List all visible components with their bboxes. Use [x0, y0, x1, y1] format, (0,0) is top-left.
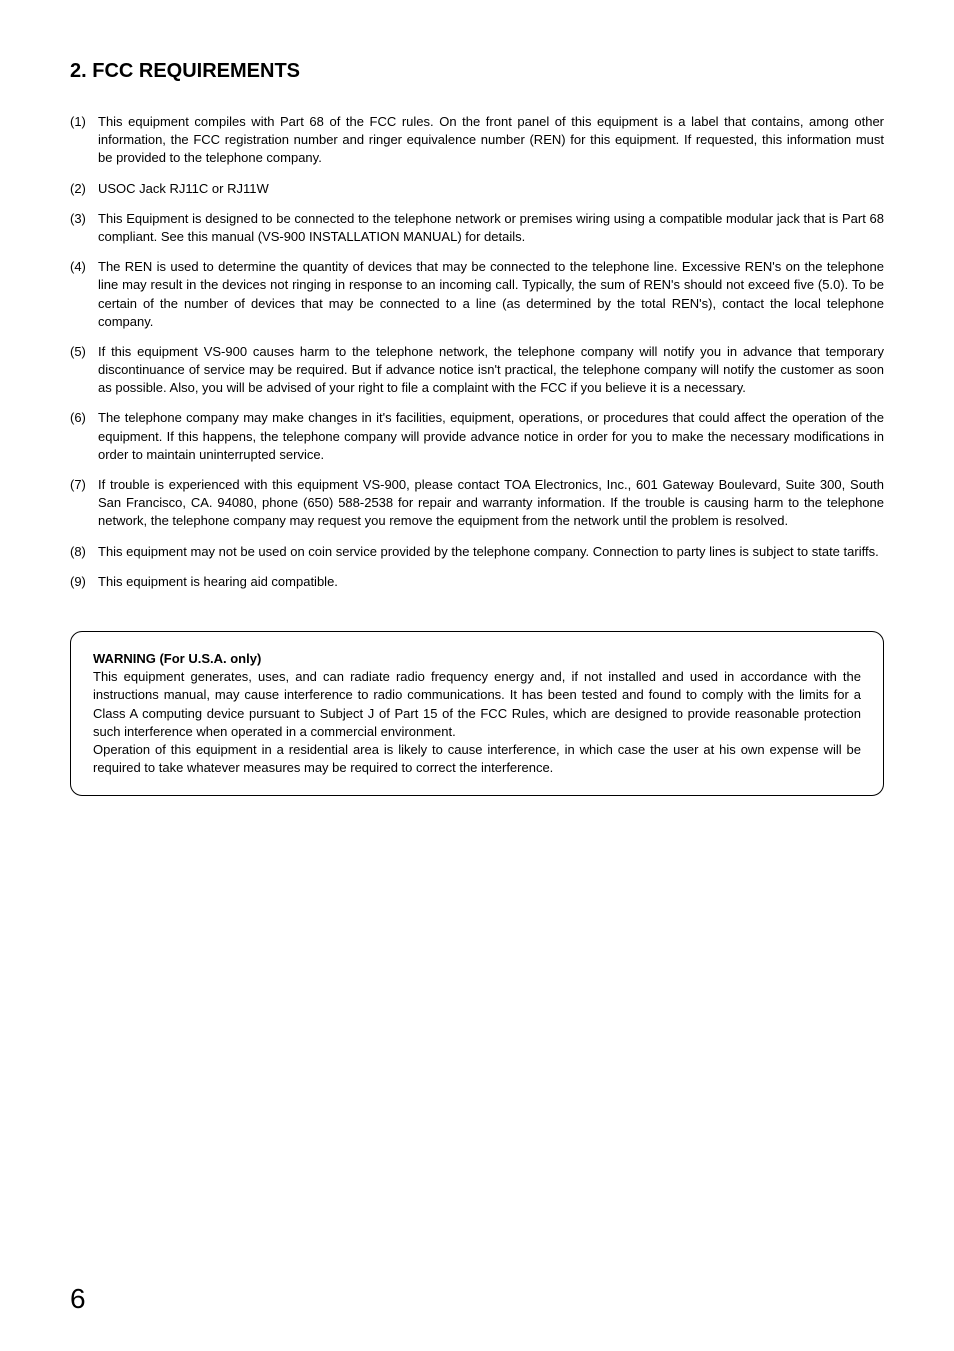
list-item: (6) The telephone company may make chang…	[70, 409, 884, 464]
item-number: (7)	[70, 476, 98, 531]
warning-paragraph-2: Operation of this equipment in a residen…	[93, 742, 861, 775]
item-text: If this equipment VS-900 causes harm to …	[98, 343, 884, 398]
item-number: (8)	[70, 543, 98, 561]
warning-paragraph-1: This equipment generates, uses, and can …	[93, 669, 861, 739]
item-number: (2)	[70, 180, 98, 198]
list-item: (8) This equipment may not be used on co…	[70, 543, 884, 561]
list-item: (3) This Equipment is designed to be con…	[70, 210, 884, 246]
page-number: 6	[70, 1283, 86, 1315]
item-number: (3)	[70, 210, 98, 246]
item-text: The telephone company may make changes i…	[98, 409, 884, 464]
item-text: If trouble is experienced with this equi…	[98, 476, 884, 531]
item-text: This equipment compiles with Part 68 of …	[98, 113, 884, 168]
list-item: (4) The REN is used to determine the qua…	[70, 258, 884, 331]
warning-box: WARNING (For U.S.A. only) This equipment…	[70, 631, 884, 796]
page-title: 2. FCC REQUIREMENTS	[70, 60, 884, 83]
item-number: (4)	[70, 258, 98, 331]
item-number: (9)	[70, 573, 98, 591]
list-item: (1) This equipment compiles with Part 68…	[70, 113, 884, 168]
item-text: USOC Jack RJ11C or RJ11W	[98, 180, 884, 198]
list-item: (7) If trouble is experienced with this …	[70, 476, 884, 531]
list-item: (2) USOC Jack RJ11C or RJ11W	[70, 180, 884, 198]
item-number: (1)	[70, 113, 98, 168]
item-text: This equipment may not be used on coin s…	[98, 543, 884, 561]
item-number: (6)	[70, 409, 98, 464]
warning-title: WARNING (For U.S.A. only)	[93, 651, 261, 666]
item-text: This Equipment is designed to be connect…	[98, 210, 884, 246]
list-item: (5) If this equipment VS-900 causes harm…	[70, 343, 884, 398]
item-text: The REN is used to determine the quantit…	[98, 258, 884, 331]
list-item: (9) This equipment is hearing aid compat…	[70, 573, 884, 591]
fcc-requirements-list: (1) This equipment compiles with Part 68…	[70, 113, 884, 591]
item-text: This equipment is hearing aid compatible…	[98, 573, 884, 591]
item-number: (5)	[70, 343, 98, 398]
